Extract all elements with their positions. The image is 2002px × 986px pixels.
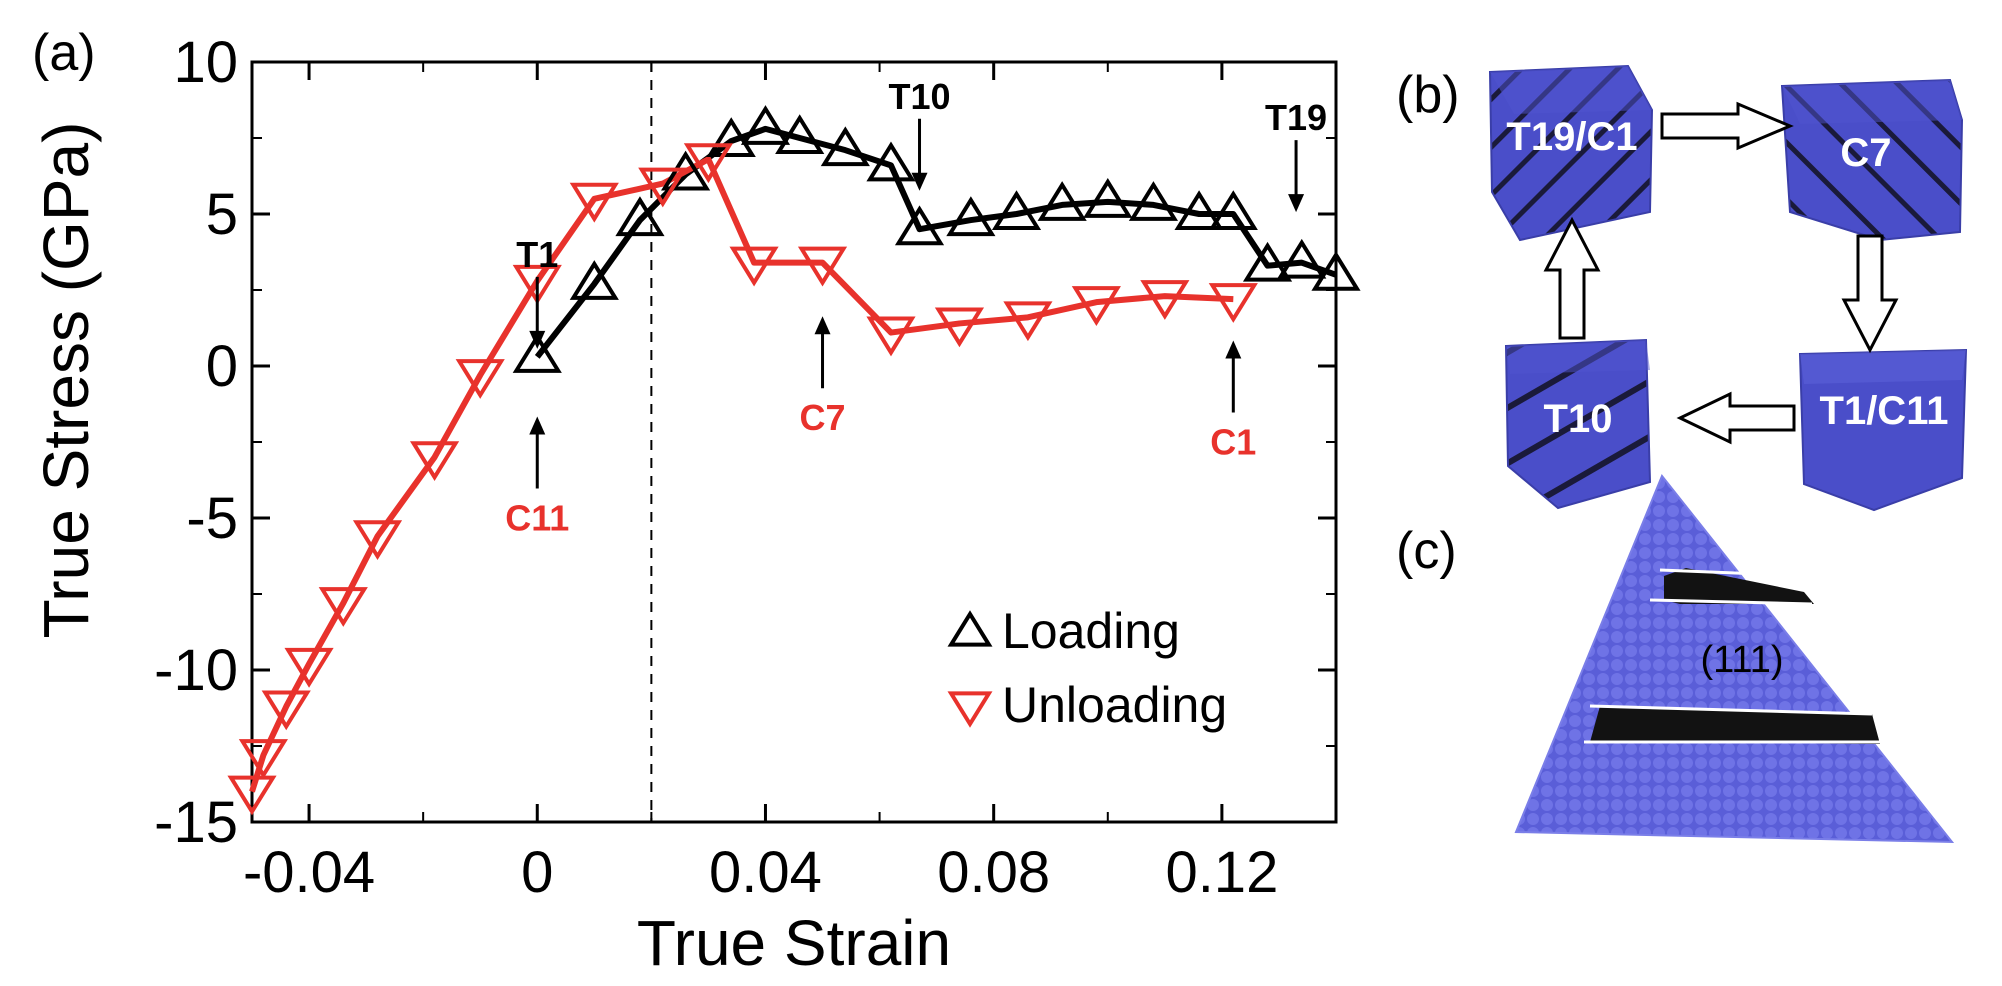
series-layer xyxy=(227,105,1361,816)
fault-line-top-1 xyxy=(1659,568,1813,578)
legend-marker-unloading xyxy=(947,691,993,728)
annotation-label: C11 xyxy=(505,498,569,539)
marker-unloading xyxy=(866,316,916,357)
marker-unloading xyxy=(729,246,779,287)
y-axis-title: True Stress (GPa) xyxy=(30,122,102,639)
atomic-pyramid: (c) (111) xyxy=(1396,474,1955,844)
marker-unloading xyxy=(227,775,277,816)
axes: -0.04 0 0.04 0.08 0.12 -15 -10 -5 0 5 10 xyxy=(154,30,1338,905)
x-axis-title: True Strain xyxy=(637,907,951,979)
y-tick-label: 0 xyxy=(206,334,238,399)
stacking-fault-top xyxy=(1664,568,1814,604)
legend-label-unloading: Unloading xyxy=(1002,677,1227,733)
pyramid-body xyxy=(1514,474,1955,844)
marker-unloading xyxy=(409,441,460,482)
marker-unloading xyxy=(352,520,403,561)
arrow-up xyxy=(1543,216,1601,340)
x-tick-label: 0 xyxy=(521,840,553,905)
annotation-label: T1 xyxy=(516,234,558,275)
annotation-arrowhead xyxy=(911,172,928,191)
panel-label-b: (b) xyxy=(1396,66,1460,124)
marker-loading xyxy=(615,196,665,237)
marker-unloading xyxy=(638,167,688,208)
marker-loading xyxy=(569,260,619,300)
marker-loading xyxy=(1174,190,1224,230)
marker-loading xyxy=(1037,181,1087,221)
cube-label-bottom-left: T10 xyxy=(1544,397,1613,441)
annotation-label: T19 xyxy=(1265,97,1327,138)
marker-loading xyxy=(1208,190,1258,230)
marker-unloading xyxy=(1208,283,1258,323)
marker-unloading xyxy=(238,739,288,779)
fault-line-top-2 xyxy=(1649,598,1813,606)
y-tick-label: -15 xyxy=(154,790,238,855)
marker-unloading xyxy=(1071,286,1121,326)
x-tick-label: 0.04 xyxy=(709,840,822,905)
x-tick-label: -0.04 xyxy=(243,840,375,905)
panel-label-c: (c) xyxy=(1396,522,1457,580)
cube-bottom-left: T10 xyxy=(1504,338,1652,510)
cycle-arrows xyxy=(1543,101,1899,445)
marker-loading xyxy=(1128,181,1179,221)
marker-loading xyxy=(775,114,825,154)
marker-loading xyxy=(946,196,996,237)
legend: Loading Unloading xyxy=(947,603,1227,733)
annotation-label: C7 xyxy=(800,397,846,438)
marker-unloading xyxy=(318,587,368,627)
marker-unloading xyxy=(1003,301,1053,342)
marker-unloading xyxy=(284,647,334,688)
stacking-fault-bottom xyxy=(1590,706,1880,744)
marker-loading xyxy=(1083,178,1133,218)
y-tick-label: 5 xyxy=(206,182,238,247)
marker-loading xyxy=(1242,241,1293,282)
plane-label: (111) xyxy=(1700,639,1783,681)
x-tick-label: 0.12 xyxy=(1165,840,1278,905)
cube-cycle-diagram: (b) T19/C1 xyxy=(1396,64,1968,512)
marker-unloading xyxy=(261,690,311,731)
marker-loading xyxy=(1277,238,1327,279)
marker-unloading xyxy=(455,359,505,399)
marker-unloading xyxy=(1140,280,1190,320)
marker-loading xyxy=(1311,250,1361,291)
x-tick-label: 0.08 xyxy=(937,840,1050,905)
cube-top-left: T19/C1 xyxy=(1488,64,1654,242)
annotation-arrowhead xyxy=(814,316,831,335)
annotation-label: C1 xyxy=(1210,422,1256,463)
cube-label-top-right: C7 xyxy=(1840,131,1891,175)
arrow-down xyxy=(1841,234,1899,354)
marker-loading xyxy=(706,117,756,158)
marker-unloading xyxy=(934,307,985,348)
annotation-layer: T1 T10 T19 C11 C7 C1 xyxy=(505,76,1327,539)
marker-loading xyxy=(740,105,791,145)
annotation-arrowhead xyxy=(529,416,546,435)
marker-unloading xyxy=(512,264,562,305)
cube-bottom-right: T1/C11 xyxy=(1798,348,1968,512)
marker-unloading xyxy=(683,143,734,184)
marker-loading xyxy=(820,126,870,167)
fault-line-bottom-1 xyxy=(1589,704,1873,716)
panel-label-a: (a) xyxy=(32,24,96,82)
marker-unloading xyxy=(797,246,848,287)
marker-unloading xyxy=(569,182,619,223)
annotation-label: T10 xyxy=(888,76,950,117)
y-tick-label: -10 xyxy=(154,638,238,703)
legend-label-loading: Loading xyxy=(1002,603,1180,659)
marker-loading xyxy=(894,205,945,246)
cube-label-bottom-right: T1/C11 xyxy=(1820,389,1949,433)
annotation-arrowhead xyxy=(1288,194,1305,213)
y-tick-label: 10 xyxy=(173,30,238,95)
annotation-arrowhead xyxy=(529,330,546,349)
arrow-right xyxy=(1660,101,1794,151)
stress-strain-chart: (a) -0.04 0 0.04 0.08 0.12 -15 -10 -5 0 5 10 T1 T10… xyxy=(30,24,1361,979)
marker-loading xyxy=(512,333,562,373)
cube-label-top-left: T19/C1 xyxy=(1506,115,1637,159)
marker-loading xyxy=(991,190,1042,230)
annotation-arrowhead xyxy=(1225,340,1242,359)
marker-loading xyxy=(866,141,916,182)
arrow-left xyxy=(1676,391,1796,445)
cube-top-right: C7 xyxy=(1780,78,1964,242)
y-tick-label: -5 xyxy=(186,486,238,551)
legend-marker-loading xyxy=(947,610,993,647)
